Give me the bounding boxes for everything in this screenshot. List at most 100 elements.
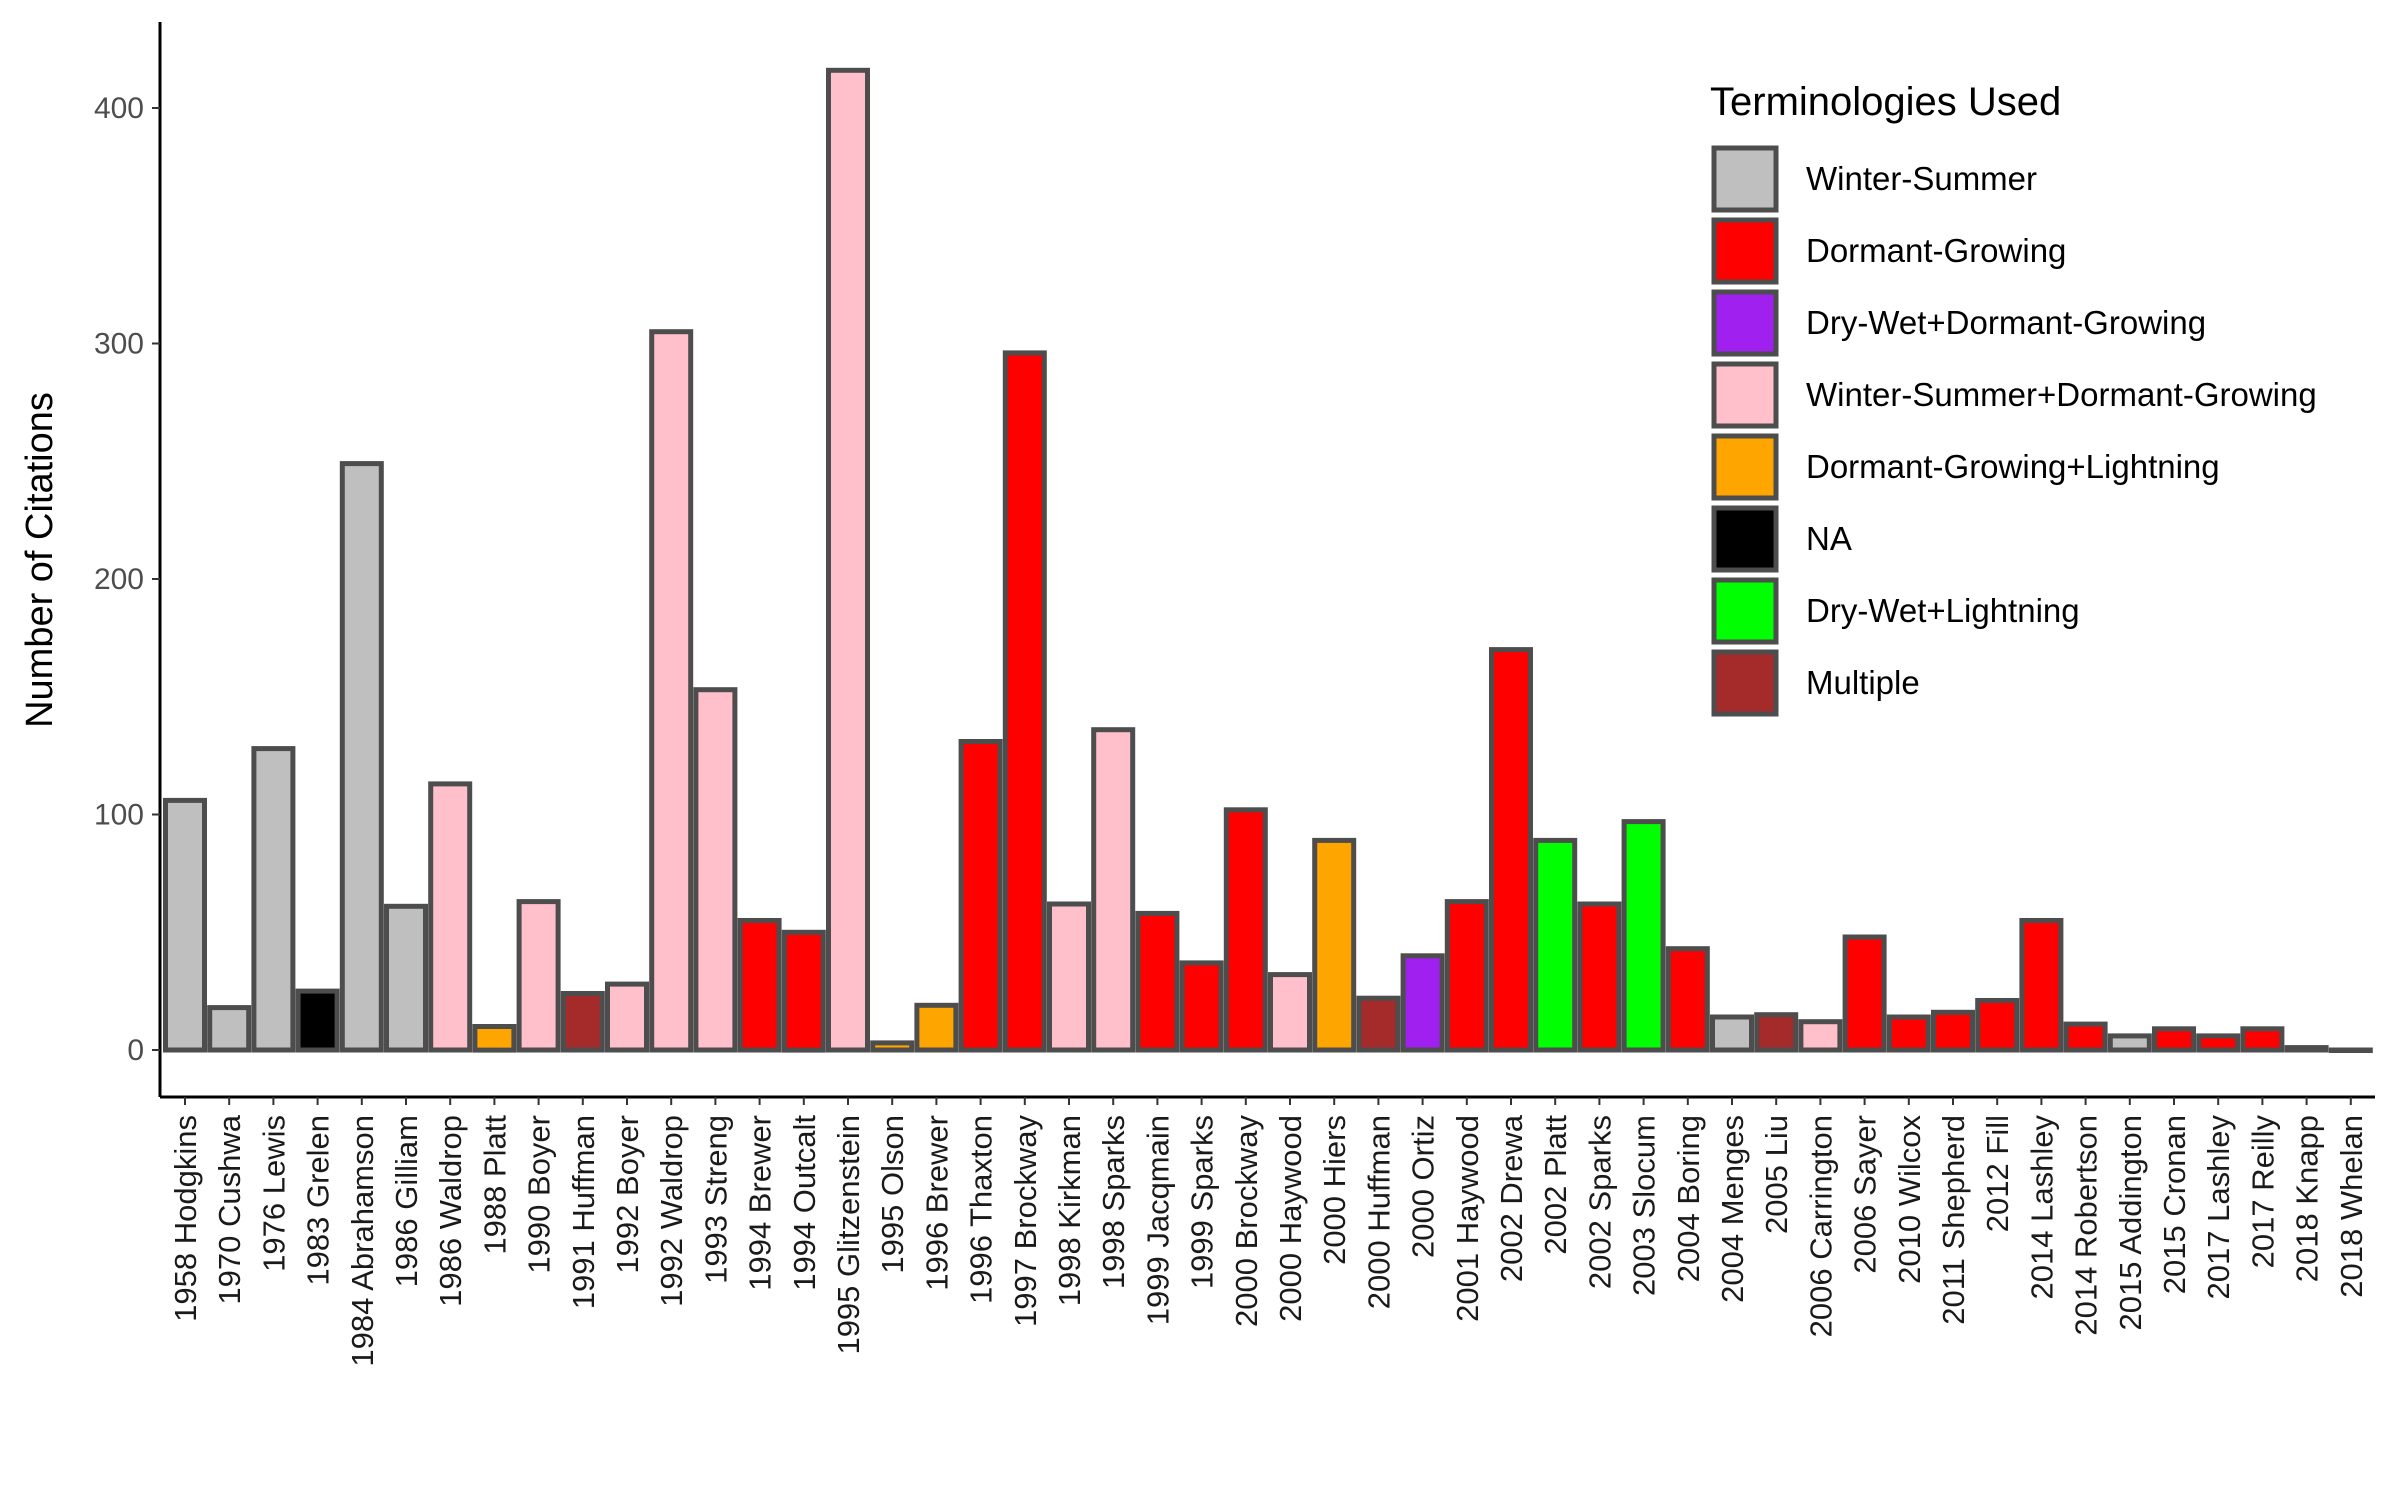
x-tick-label: 2015 Addington: [2113, 1115, 2148, 1331]
x-tick-label: 1995 Olson: [875, 1115, 910, 1274]
x-tick-label: 2001 Haywood: [1450, 1115, 1485, 1322]
bar: [163, 797, 207, 1053]
x-tick-label: 2003 Slocum: [1627, 1115, 1662, 1296]
bar: [1400, 953, 1445, 1053]
x-tick-label: 2000 Ortiz: [1406, 1115, 1441, 1258]
y-tick-label: 300: [94, 328, 144, 361]
x-tick-label: 2000 Brockway: [1229, 1115, 1264, 1327]
bar: [339, 461, 384, 1053]
x-tick-label: 1999 Sparks: [1185, 1115, 1220, 1289]
legend: Terminologies Used Winter-Summer Dormant-…: [1710, 80, 2317, 717]
x-tick-label: 1998 Sparks: [1096, 1115, 1131, 1289]
legend-title: Terminologies Used: [1710, 80, 2061, 124]
bar: [1047, 901, 1091, 1053]
bar: [1091, 727, 1136, 1053]
y-tick-label: 100: [94, 799, 144, 832]
x-tick-label: 1970 Cushwa: [212, 1114, 247, 1304]
x-tick-label: 1999 Jacqmain: [1140, 1115, 1175, 1325]
bar: [2240, 1026, 2285, 1053]
bar: [1444, 899, 1489, 1053]
bar: [1931, 1009, 1975, 1053]
x-tick-label: 2018 Knapp: [2290, 1115, 2325, 1282]
bar: [2196, 1033, 2241, 1053]
legend-label: Dry-Wet+Lightning: [1806, 592, 2080, 629]
legend-swatch: [1711, 433, 1779, 501]
x-tick-label: 2002 Platt: [1538, 1115, 1573, 1255]
x-tick-label: 2006 Carrington: [1803, 1115, 1838, 1337]
bar: [1223, 807, 1268, 1053]
x-tick-label: 2018 Whelan: [2334, 1115, 2369, 1298]
legend-swatch: [1711, 505, 1779, 573]
y-ticks: 0 100 200 300 400: [94, 92, 160, 1067]
bar: [1665, 946, 1710, 1053]
x-tick-label: 2002 Sparks: [1582, 1115, 1617, 1289]
x-tick-label: 2014 Robertson: [2069, 1115, 2104, 1336]
bar: [2019, 918, 2064, 1053]
x-tick-label: 1986 Waldrop: [433, 1115, 468, 1307]
bar: [2152, 1026, 2196, 1053]
x-tick-label: 1997 Brockway: [1008, 1115, 1043, 1327]
legend-label: Dormant-Growing: [1806, 232, 2066, 269]
x-tick-label: 1993 Streng: [698, 1115, 733, 1284]
x-tick-label: 2017 Reilly: [2245, 1115, 2280, 1269]
bar: [605, 981, 649, 1053]
bar: [737, 918, 782, 1053]
legend-swatch: [1711, 217, 1779, 285]
legend-label: Dormant-Growing+Lightning: [1806, 448, 2220, 485]
legend-label: Dry-Wet+Dormant-Growing: [1806, 304, 2206, 341]
bar: [1179, 960, 1224, 1053]
bar: [295, 988, 340, 1053]
x-tick-label: 1988 Platt: [477, 1115, 512, 1255]
bar: [2284, 1045, 2329, 1053]
bar: [428, 781, 473, 1053]
x-tick-label: 2006 Sayer: [1848, 1115, 1883, 1274]
legend-label: Winter-Summer: [1806, 160, 2037, 197]
x-tick-label: 2004 Menges: [1715, 1115, 1750, 1303]
x-tick-label: 2014 Lashley: [2024, 1115, 2059, 1300]
x-tick-label: 2002 Drewa: [1494, 1114, 1529, 1282]
x-tick-label: 2000 Hiers: [1317, 1115, 1352, 1265]
x-tick-label: 1996 Brewer: [919, 1115, 954, 1291]
x-tick-label: 1983 Grelen: [301, 1115, 336, 1286]
x-tick-label: 2000 Huffman: [1361, 1115, 1396, 1309]
bar: [1533, 837, 1578, 1053]
bar: [1710, 1014, 1754, 1053]
x-tick-label: 1994 Brewer: [743, 1115, 778, 1291]
legend-label: NA: [1806, 520, 1852, 557]
legend-swatch: [1711, 649, 1779, 717]
bar: [870, 1040, 915, 1053]
bar: [1312, 837, 1357, 1053]
x-tick-label: 1998 Kirkman: [1052, 1115, 1087, 1306]
legend-swatch: [1711, 361, 1779, 429]
x-tick-label: 1996 Thaxton: [964, 1115, 999, 1304]
x-tick-label: 2004 Boring: [1671, 1115, 1706, 1282]
x-tick-label: 2017 Lashley: [2201, 1115, 2236, 1300]
bar: [1002, 350, 1047, 1053]
bar: [914, 1002, 959, 1053]
bar: [1842, 934, 1887, 1053]
x-tick-label: 2005 Liu: [1759, 1115, 1794, 1234]
bar: [560, 991, 605, 1053]
x-tick-label: 2015 Cronan: [2157, 1115, 2192, 1294]
x-ticks: 1958 Hodgkins 1970 Cushwa 1976 Lewis 1983 G…: [168, 1097, 2369, 1367]
x-tick-label: 1984 Abrahamson: [345, 1115, 380, 1367]
bars-layer: [163, 67, 2373, 1053]
x-tick-label: 1990 Boyer: [522, 1115, 557, 1274]
bar: [207, 1005, 252, 1053]
bar: [384, 903, 428, 1053]
x-tick-label: 1994 Outcalt: [787, 1115, 822, 1291]
bar: [826, 67, 870, 1053]
bar: [1268, 972, 1312, 1053]
x-tick-label: 1992 Waldrop: [654, 1115, 689, 1307]
axes-layer: [158, 22, 2375, 1099]
legend-swatch: [1711, 145, 1779, 213]
legend-swatch: [1711, 289, 1779, 357]
legend-label: Multiple: [1806, 664, 1920, 701]
y-axis-title: Number of Citations: [19, 392, 61, 728]
bar: [2107, 1033, 2152, 1053]
bar: [1798, 1019, 1843, 1053]
x-tick-label: 1991 Huffman: [566, 1115, 601, 1309]
x-tick-label: 1995 Glitzenstein: [831, 1115, 866, 1355]
bar: [693, 687, 738, 1053]
